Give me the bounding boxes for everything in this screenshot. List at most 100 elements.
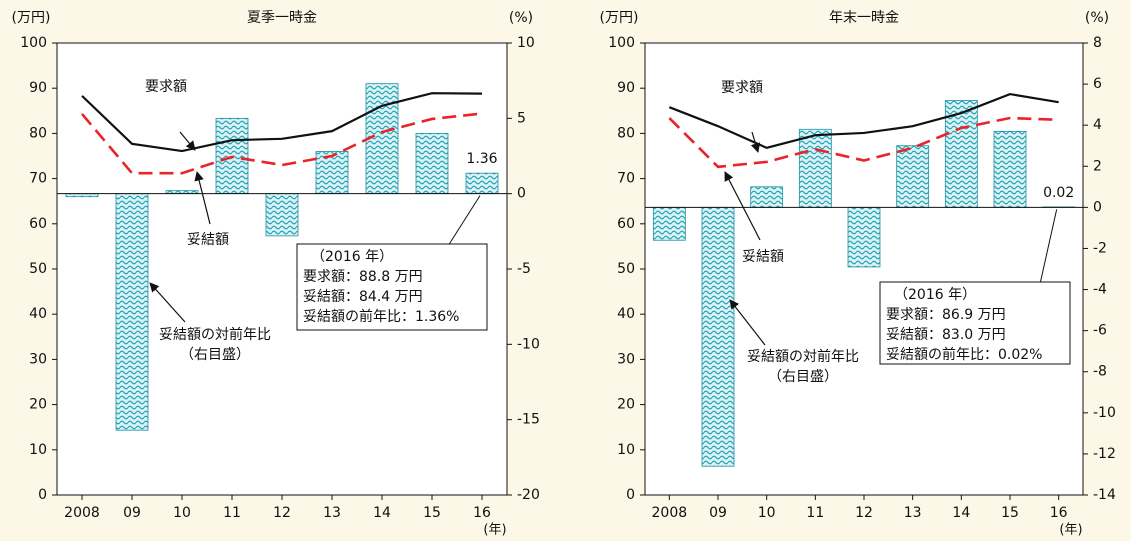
- y2-tick-label: 0: [517, 186, 526, 202]
- line: [81, 92, 483, 153]
- y2-tick-label: -6: [1093, 323, 1107, 339]
- x-tick-label: 13: [904, 505, 922, 521]
- y-tick-label: 80: [29, 125, 47, 141]
- y-tick-label: 90: [617, 80, 635, 96]
- y-axis-label: (万円): [600, 10, 639, 26]
- y2-tick-label: 5: [517, 110, 526, 126]
- y2-tick-label: -20: [517, 487, 540, 503]
- y-tick-label: 60: [617, 216, 635, 232]
- axis-note: （右目盛）: [180, 347, 250, 363]
- x-tick-label: 12: [273, 505, 291, 521]
- bar: [847, 206, 881, 268]
- y2-tick-label: 0: [1093, 199, 1102, 215]
- x-tick-label: 10: [173, 505, 191, 521]
- y-tick-label: 40: [29, 306, 47, 322]
- annotation-box: [879, 281, 1071, 365]
- x-tick-label: 16: [473, 505, 491, 521]
- y2-tick-label: -10: [517, 336, 540, 352]
- bar: [701, 206, 735, 467]
- arrow: [729, 299, 766, 346]
- leader-line: [447, 195, 481, 247]
- y-tick-label: 0: [38, 487, 47, 503]
- x-tick-label: 15: [423, 505, 441, 521]
- axis-note: （右目盛）: [768, 369, 838, 385]
- annotation-text: （2016 年）: [311, 249, 393, 265]
- x-tick-label: 14: [952, 505, 970, 521]
- bar: [115, 193, 149, 431]
- y-tick-label: 80: [617, 125, 635, 141]
- series-label: 妥結額の対前年比: [159, 326, 271, 343]
- x-tick-label: 09: [123, 505, 141, 521]
- series-label: 妥結額: [742, 249, 784, 265]
- x-tick-label: 15: [1001, 505, 1019, 521]
- y-tick-label: 50: [617, 261, 635, 277]
- data-label: 1.36: [466, 151, 497, 167]
- x-tick-label: 2008: [652, 505, 688, 521]
- y2-tick-label: -8: [1093, 364, 1107, 380]
- annotation-box: [296, 243, 488, 331]
- series-label: 妥結額の対前年比: [747, 348, 859, 365]
- y-tick-label: 100: [608, 35, 635, 51]
- annotation-text: （2016 年）: [894, 287, 976, 303]
- bar: [798, 128, 832, 208]
- line: [668, 92, 1059, 150]
- x-tick-label: 09: [709, 505, 727, 521]
- y2-tick-label: -10: [1093, 405, 1116, 421]
- y2-tick-label: 2: [1093, 158, 1102, 174]
- y-tick-label: 90: [29, 80, 47, 96]
- y-tick-label: 40: [617, 306, 635, 322]
- y-tick-label: 70: [29, 171, 47, 187]
- y-tick-label: 20: [617, 397, 635, 413]
- x-tick-label: 13: [323, 505, 341, 521]
- arrow: [194, 171, 211, 225]
- bar: [415, 132, 449, 195]
- y2-tick-label: -12: [1093, 446, 1116, 462]
- annotation-text: 要求額：88.8 万円: [303, 269, 423, 285]
- y2-tick-label: -15: [517, 412, 540, 428]
- y-tick-label: 30: [29, 351, 47, 367]
- y-tick-label: 10: [29, 442, 47, 458]
- x-axis-label: (年): [483, 523, 506, 538]
- arrow: [724, 171, 761, 241]
- x-tick-label: 16: [1050, 505, 1068, 521]
- y2-axis-label: (%): [509, 10, 533, 26]
- dashed-line: [668, 116, 1059, 169]
- y-axis-label: (万円): [12, 10, 51, 26]
- series-label: 要求額: [721, 80, 763, 96]
- x-tick-label: 10: [758, 505, 776, 521]
- y2-axis-label: (%): [1085, 10, 1109, 26]
- annotation-text: 要求額：86.9 万円: [886, 307, 1006, 323]
- chart-title: 夏季一時金: [247, 10, 317, 26]
- y-tick-label: 30: [617, 351, 635, 367]
- y2-tick-label: 8: [1093, 35, 1102, 51]
- y-tick-label: 50: [29, 261, 47, 277]
- x-tick-label: 11: [223, 505, 241, 521]
- y-tick-label: 10: [617, 442, 635, 458]
- chart-title: 年末一時金: [829, 10, 899, 26]
- arrow: [179, 131, 196, 151]
- y2-tick-label: -2: [1093, 240, 1107, 256]
- dashed-line: [81, 112, 483, 175]
- bar: [315, 151, 349, 195]
- y-tick-label: 0: [626, 487, 635, 503]
- bar: [750, 186, 784, 208]
- y2-tick-label: -5: [517, 261, 531, 277]
- arrow: [750, 131, 761, 153]
- annotation-text: 妥結額：84.4 万円: [303, 289, 423, 305]
- series-label: 要求額: [145, 79, 187, 95]
- data-label: 0.02: [1043, 185, 1074, 201]
- series-label: 妥結額: [187, 232, 229, 248]
- x-tick-label: 14: [373, 505, 391, 521]
- x-tick-label: 11: [806, 505, 824, 521]
- y2-tick-label: 10: [517, 35, 535, 51]
- bar: [465, 172, 499, 195]
- y2-tick-label: -4: [1093, 282, 1107, 298]
- bar: [896, 145, 930, 208]
- bar: [944, 100, 978, 208]
- y2-tick-label: 4: [1093, 117, 1102, 133]
- bar: [993, 130, 1027, 208]
- annotation-text: 妥結額の前年比：0.02%: [886, 346, 1042, 363]
- x-tick-label: 2008: [64, 505, 100, 521]
- y-tick-label: 20: [29, 397, 47, 413]
- leader-line: [1039, 209, 1058, 285]
